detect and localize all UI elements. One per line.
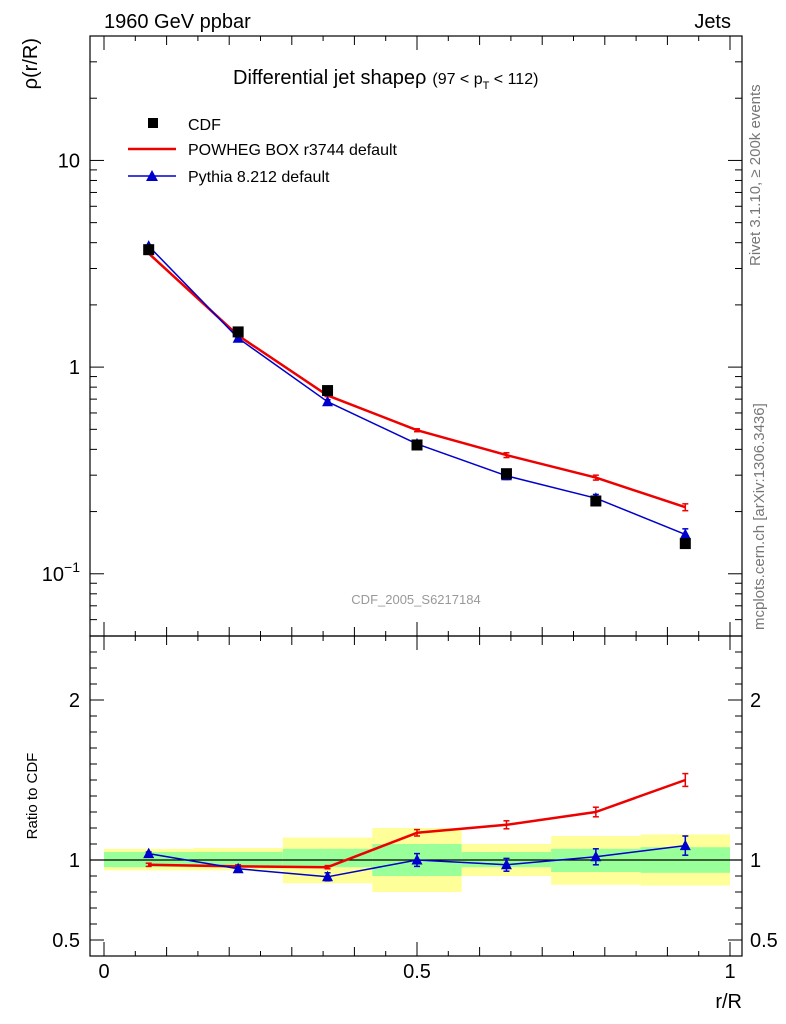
main-series-0-point-4 <box>500 468 512 480</box>
main-ytick-label-2: 10−1 <box>42 559 80 586</box>
legend-powheg-label: POWHEG BOX r3744 default <box>188 142 398 159</box>
main-title-symbol: ρ <box>415 67 426 89</box>
ratio-ytick-left-label-0: 0.5 <box>52 930 80 952</box>
legend-pythia-label: Pythia 8.212 default <box>188 169 330 186</box>
main-series-0-point-0 <box>143 244 155 256</box>
legend-pythia-marker <box>146 170 158 181</box>
legend: CDF POWHEG BOX r3744 default Pythia 8.21… <box>128 117 398 186</box>
ratio-ytick-right-label-1: 1 <box>750 850 761 872</box>
ratio-ytick-right-label-0: 0.5 <box>750 930 778 952</box>
main-series-2-point-6 <box>679 528 691 539</box>
rivet-label: Rivet 3.1.10, ≥ 200k events <box>747 84 764 266</box>
main-title-text: Differential jet shape <box>233 67 415 89</box>
ratio-ytick-left-label-1: 1 <box>69 850 80 872</box>
header-right-label: Jets <box>694 11 731 33</box>
ratio-xlabel: r/R <box>715 991 742 1013</box>
main-series-0-point-1 <box>232 326 244 338</box>
main-series-2-point-1 <box>232 332 244 343</box>
main-series-0-point-2 <box>322 385 334 397</box>
main-ylabel: ρ(r/R) <box>20 38 42 89</box>
main-ytick-label-base-2: 10 <box>42 564 64 586</box>
main-title-cut-suffix: < 112) <box>489 71 538 88</box>
band-green-2 <box>282 848 373 868</box>
main-ytick-label-1: 1 <box>69 357 80 379</box>
xtick-label-2: 1 <box>724 961 735 983</box>
legend-cdf-marker <box>148 118 158 128</box>
watermark: CDF_2005_S6217184 <box>351 592 480 607</box>
main-series-0-point-6 <box>679 538 691 550</box>
ratio-series-1-point-4 <box>500 858 512 870</box>
legend-cdf-label: CDF <box>188 117 221 134</box>
main-title-cut-sub: T <box>483 80 490 92</box>
ratio-series-1-point-2 <box>322 870 334 882</box>
ratio-series-1-point-3 <box>411 854 423 865</box>
ratio-ytick-left-label-2: 2 <box>69 690 80 712</box>
main-series-2-line <box>148 245 686 536</box>
main-series-0-point-3 <box>411 439 423 451</box>
main-series-2-point-2 <box>322 395 334 407</box>
main-title-cut-prefix: (97 < p <box>432 71 482 88</box>
main-series-1-line <box>147 252 686 509</box>
header-left-label: 1960 GeV ppbar <box>104 11 251 33</box>
main-ytick-label-exponent-2: −1 <box>64 559 80 575</box>
ratio-series-1-point-6 <box>679 839 691 851</box>
ratio-series-1-point-1 <box>232 862 244 874</box>
ratio-series-1-point-5 <box>590 850 602 862</box>
xtick-label-0: 0 <box>98 961 109 983</box>
main-series-0-point-5 <box>590 495 602 507</box>
main-panel: ρ(r/R) Differential jet shapeρ (97 < pT <… <box>20 35 743 637</box>
ratio-ytick-right-label-2: 2 <box>750 690 761 712</box>
main-title: Differential jet shapeρ (97 < pT < 112) <box>233 67 538 92</box>
main-ytick-label-0: 10 <box>58 150 80 172</box>
ratio-panel: Ratio to CDF r/R 0 0.5 1 0.5 0.5 1 1 2 2 <box>24 635 778 1013</box>
xtick-label-1: 0.5 <box>403 961 431 983</box>
mcplots-label: mcplots.cern.ch [arXiv:1306.3436] <box>751 403 768 630</box>
ratio-series-1-point-0 <box>143 847 155 859</box>
ratio-ylabel: Ratio to CDF <box>24 753 41 840</box>
